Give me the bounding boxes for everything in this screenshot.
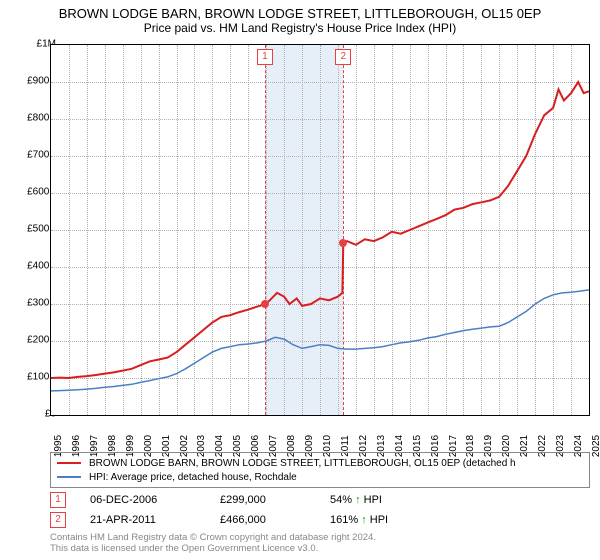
y-axis-label: £500K [8, 224, 56, 235]
y-axis-label: £700K [8, 150, 56, 161]
sale-row-2: 2 21-APR-2011 £466,000 161% ↑ HPI [50, 510, 590, 530]
legend-item-hpi: HPI: Average price, detached house, Roch… [57, 470, 583, 484]
y-axis-label: £600K [8, 187, 56, 198]
sale-marker-1: 1 [50, 492, 66, 508]
sale-price-2: £466,000 [220, 514, 330, 526]
sale-comparison-2: 161% ↑ HPI [330, 514, 388, 526]
y-axis-label: £1M [8, 39, 56, 50]
x-axis-label: 2025 [591, 435, 600, 457]
y-axis-label: £900K [8, 76, 56, 87]
legend-swatch-property [57, 462, 81, 464]
line-series-svg [51, 45, 589, 415]
plot-area: 12 [50, 44, 590, 416]
sale-point [261, 300, 269, 308]
attribution-footnote: Contains HM Land Registry data © Crown c… [50, 532, 376, 555]
legend-swatch-hpi [57, 476, 81, 478]
y-axis-label: £800K [8, 113, 56, 124]
sale-price-1: £299,000 [220, 494, 330, 506]
y-axis-label: £200K [8, 335, 56, 346]
sale-marker-box: 2 [335, 49, 351, 65]
sale-row-1: 1 06-DEC-2006 £299,000 54% ↑ HPI [50, 490, 590, 510]
sales-table: 1 06-DEC-2006 £299,000 54% ↑ HPI 2 21-AP… [50, 490, 590, 530]
y-axis-label: £100K [8, 372, 56, 383]
legend-label-hpi: HPI: Average price, detached house, Roch… [89, 472, 297, 483]
sale-date-1: 06-DEC-2006 [90, 494, 220, 506]
chart-container: BROWN LODGE BARN, BROWN LODGE STREET, LI… [0, 0, 600, 560]
sale-comparison-1: 54% ↑ HPI [330, 494, 382, 506]
y-axis-label: £300K [8, 298, 56, 309]
chart-title-address: BROWN LODGE BARN, BROWN LODGE STREET, LI… [0, 0, 600, 21]
y-axis-label: £400K [8, 261, 56, 272]
legend: BROWN LODGE BARN, BROWN LODGE STREET, LI… [50, 452, 590, 488]
sale-date-2: 21-APR-2011 [90, 514, 220, 526]
sale-marker-box: 1 [257, 49, 273, 65]
sale-point [339, 239, 347, 247]
chart-subtitle: Price paid vs. HM Land Registry's House … [0, 21, 600, 39]
series-hpi [51, 290, 589, 391]
series-property [51, 82, 589, 378]
y-axis-label: £0 [8, 409, 56, 420]
sale-marker-2: 2 [50, 512, 66, 528]
legend-label-property: BROWN LODGE BARN, BROWN LODGE STREET, LI… [89, 458, 516, 469]
legend-item-property: BROWN LODGE BARN, BROWN LODGE STREET, LI… [57, 456, 583, 470]
